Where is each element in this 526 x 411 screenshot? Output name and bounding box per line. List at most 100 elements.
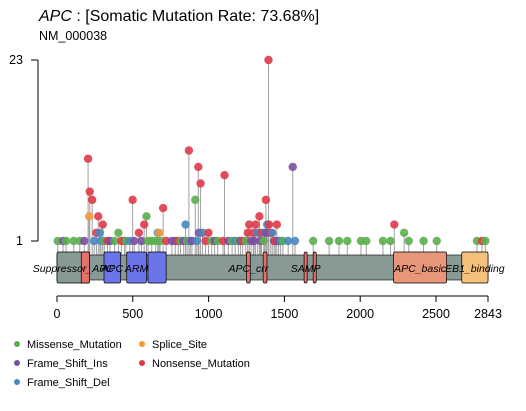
mutation-point [362, 236, 371, 246]
legend-item-nonsense: Nonsense_Mutation [139, 358, 250, 370]
mutation-point [114, 228, 123, 237]
y-tick-label: 23 [9, 53, 23, 67]
mutation-point [155, 236, 165, 246]
mutation-point [343, 236, 352, 246]
mutation-point [390, 220, 399, 229]
mutation-point [201, 236, 210, 246]
protein-domain [246, 251, 251, 284]
mutation-point [220, 170, 229, 180]
mutation-point [110, 236, 119, 246]
mutation-point [80, 236, 89, 246]
mutation-point [194, 162, 203, 172]
legend-item-fs-del: Frame_Shift_Del [14, 377, 110, 389]
mutation-point [290, 236, 300, 246]
legend-dot-fs-del [14, 379, 20, 386]
protein-domain [461, 251, 489, 284]
mutation-point [334, 236, 344, 246]
legend-label-splice: Splice_Site [152, 339, 208, 351]
mutation-point [251, 220, 260, 229]
mutation-point [98, 220, 107, 229]
legend-item-missense: Missense_Mutation [14, 339, 122, 351]
protein-domain [147, 251, 167, 284]
domain-label: APC_crr [228, 263, 269, 275]
legend-label-fs-del: Frame_Shift_Del [27, 377, 110, 389]
chart-subtitle: NM_000038 [39, 29, 108, 43]
protein-domain [312, 251, 317, 284]
mutation-point [192, 236, 201, 246]
mutation-point [191, 195, 200, 205]
mutation-point [268, 228, 277, 237]
legend-label-missense: Missense_Mutation [27, 339, 122, 351]
mutation-point [161, 236, 171, 246]
title-rate: : [Somatic Mutation Rate: 73.68%] [71, 8, 320, 25]
y-tick-label: 1 [16, 234, 23, 248]
mutation-point [184, 146, 194, 155]
title-gene: APC [39, 8, 72, 25]
protein-domain [103, 251, 122, 284]
protein-domain [126, 251, 147, 284]
mutation-point [128, 195, 137, 205]
x-tick-label: 2500 [422, 307, 450, 321]
mutation-point [198, 228, 207, 237]
mutation-point [259, 236, 268, 246]
mutation-point [69, 236, 78, 246]
mutation-point [249, 236, 259, 246]
protein-domain [80, 251, 90, 284]
legend-dot-fs-ins [14, 360, 20, 367]
mutation-point [84, 212, 94, 221]
x-tick-label: 2000 [346, 307, 374, 321]
mutation-point [95, 228, 105, 237]
mutation-point [404, 236, 413, 246]
protein-domain [393, 251, 447, 284]
mutation-point [309, 236, 318, 246]
mutation-point [261, 195, 271, 205]
domain-label: SAMP [291, 263, 321, 275]
chart-title: APC : [Somatic Mutation Rate: 73.68%] [39, 8, 319, 26]
mutation-point [134, 228, 144, 237]
mutation-point [154, 228, 164, 237]
domain-label: Suppressor_APC [33, 263, 115, 275]
legend-dot-nonsense [139, 360, 145, 367]
domain-label: EB1_binding [445, 263, 505, 275]
mutation-point [481, 236, 490, 246]
mutation-dots-group [53, 55, 490, 246]
mutation-point [272, 220, 282, 229]
mutation-point [139, 220, 149, 229]
x-tick-label: 1000 [195, 307, 223, 321]
legend-item-fs-ins: Frame_Shift_Ins [14, 358, 108, 370]
domain-label: ARM [124, 263, 149, 275]
mutation-point [196, 179, 205, 188]
x-tick-label: 1500 [270, 307, 298, 321]
mutation-point [283, 236, 293, 246]
mutation-point [85, 187, 94, 196]
mutation-point [204, 228, 213, 237]
legend-dot-splice [139, 341, 145, 348]
mutation-point [386, 236, 395, 246]
mutation-point [288, 162, 297, 172]
legend-label-fs-ins: Frame_Shift_Ins [27, 358, 108, 370]
mutation-point [324, 236, 334, 246]
legend-item-splice: Splice_Site [139, 339, 207, 351]
legend-label-nonsense: Nonsense_Mutation [152, 358, 250, 370]
mutation-point [87, 195, 97, 205]
mutation-point [264, 55, 273, 65]
mutation-point [255, 212, 264, 221]
mutation-point [245, 220, 254, 229]
mutation-point [83, 154, 93, 163]
mutation-point [94, 212, 103, 221]
mutation-point [130, 236, 139, 246]
mutation-point [158, 203, 168, 213]
axes-group: 23 1 0 500 1000 1500 2000 2500 2843 [9, 53, 502, 321]
mutation-point [142, 212, 151, 221]
x-tick-label: 2843 [474, 307, 502, 321]
domain-label: APC [101, 263, 124, 275]
legend-dot-missense [14, 341, 20, 348]
mutation-point [181, 220, 190, 229]
mutation-point [89, 236, 99, 246]
mutation-point [137, 236, 146, 246]
mutation-point [264, 220, 274, 229]
x-tick-label: 500 [122, 307, 143, 321]
mutation-point [432, 236, 441, 246]
